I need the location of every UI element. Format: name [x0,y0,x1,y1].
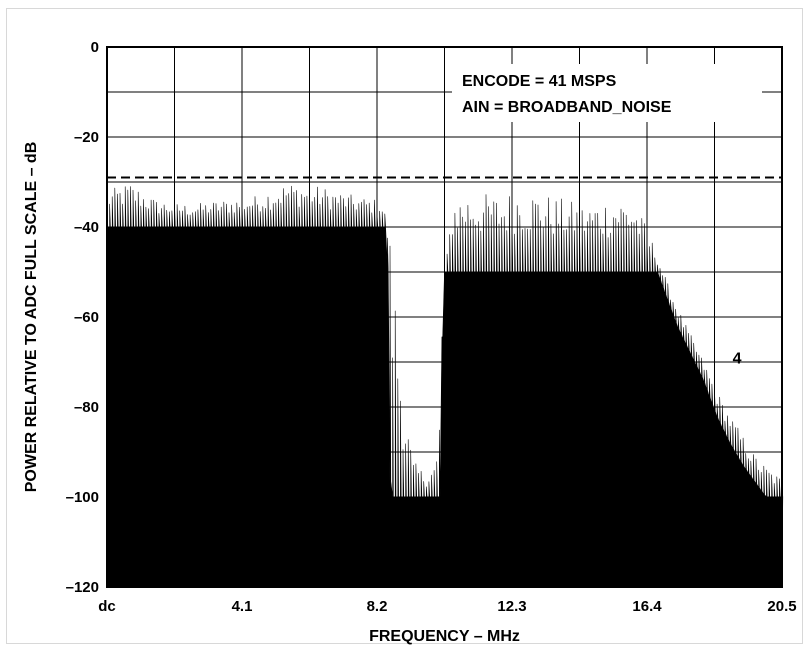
x-tick-label: 20.5 [767,598,796,615]
annotation-box [452,64,762,122]
y-tick-label: –60 [74,309,99,326]
y-tick-label: –120 [66,579,99,596]
y-tick-label: –40 [74,219,99,236]
y-tick-label: 0 [91,39,99,56]
x-tick-labels: dc 4.1 8.2 12.3 16.4 20.5 [98,598,796,615]
y-tick-labels: 0 –20 –40 –60 –80 –100 –120 [66,39,99,596]
spectrum-fill [106,185,784,588]
spectrum-series [106,185,784,588]
curve-marker-label: 4 [733,351,742,368]
x-tick-label: 4.1 [232,598,253,615]
annotation-ain: AIN = BROADBAND_NOISE [462,99,672,116]
y-tick-label: –100 [66,489,99,506]
figure-frame [6,8,803,644]
y-axis-title: POWER RELATIVE TO ADC FULL SCALE – dB [23,142,40,493]
plot-border [106,46,783,588]
y-tick-label: –80 [74,399,99,416]
annotation-encode: ENCODE = 41 MSPS [462,73,617,90]
x-axis-title: FREQUENCY – MHz [369,628,520,645]
x-tick-label: 12.3 [497,598,526,615]
x-tick-label: 8.2 [367,598,388,615]
y-tick-label: –20 [74,129,99,146]
x-tick-label: dc [98,598,116,615]
x-tick-label: 16.4 [632,598,662,615]
